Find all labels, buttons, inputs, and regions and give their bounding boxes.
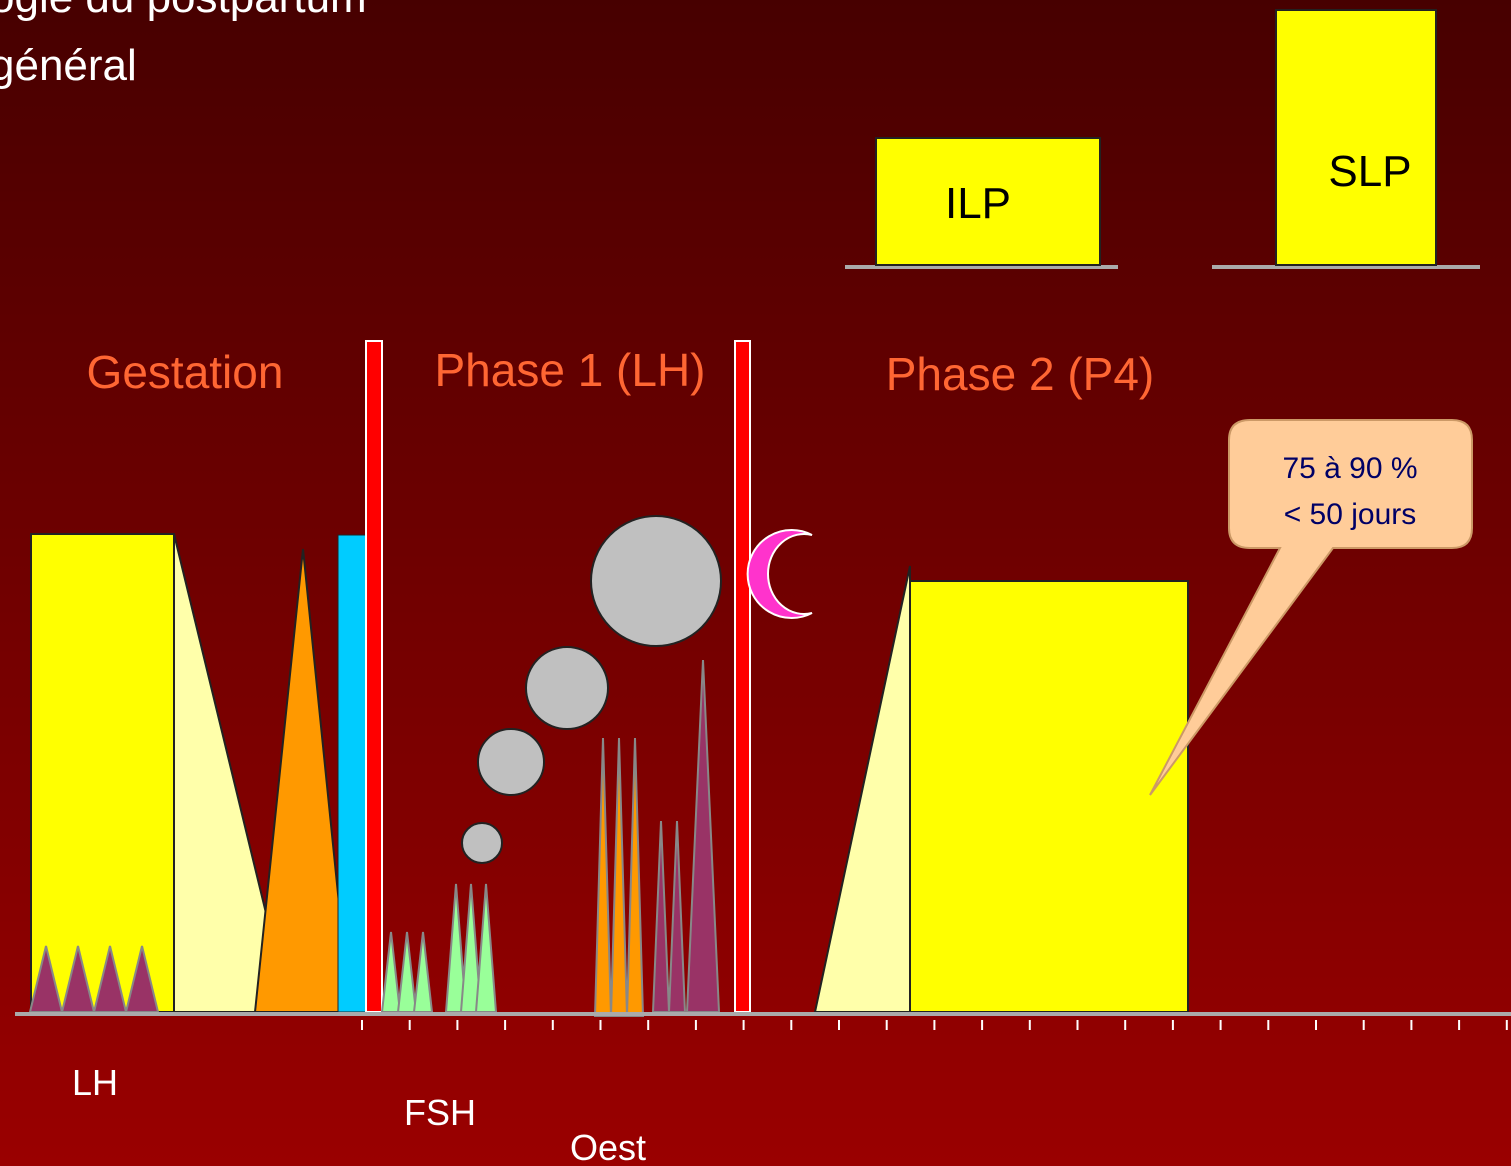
- title-line: ogie du postpartum: [0, 0, 367, 22]
- separator: [735, 341, 750, 1012]
- slide: ogie du postpartum général ILP SLP Gesta…: [0, 0, 1511, 1166]
- hormone-label: LH: [72, 1062, 118, 1103]
- callout-text: 75 à 90 %: [1282, 452, 1417, 485]
- p4-block: [910, 581, 1188, 1012]
- bar: [338, 535, 366, 1012]
- lh-block: [31, 534, 174, 1012]
- hormone-label: FSH: [404, 1092, 476, 1133]
- callout-text: < 50 jours: [1284, 498, 1417, 531]
- phase-label: Gestation: [87, 346, 284, 398]
- oest-pulses: [595, 738, 643, 1016]
- phase-label: Phase 1 (LH): [434, 344, 705, 396]
- ilp-label: ILP: [945, 179, 1011, 228]
- page: ogie du postpartum général ILP SLP Gesta…: [0, 0, 1511, 1166]
- title-line: général: [0, 41, 137, 90]
- phase-label: Phase 2 (P4): [886, 348, 1154, 400]
- slp-box: [1276, 10, 1436, 265]
- slp-label: SLP: [1328, 147, 1411, 196]
- hormone-label: Oest: [570, 1127, 646, 1166]
- separator: [366, 341, 382, 1012]
